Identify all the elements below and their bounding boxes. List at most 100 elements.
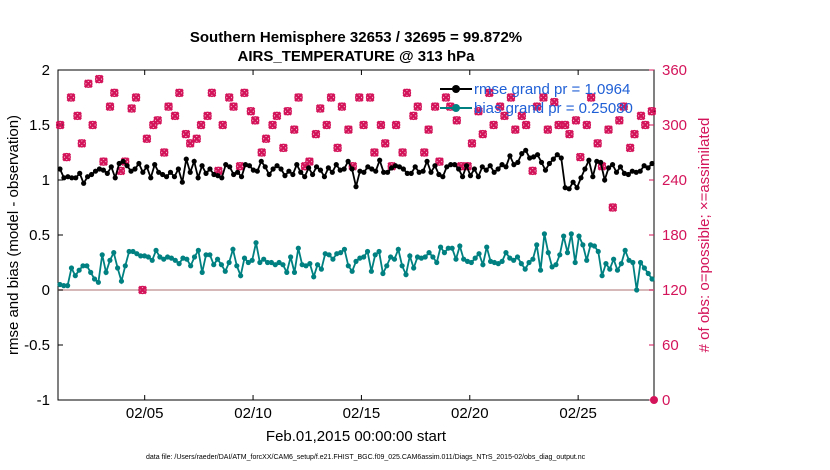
rmse-point (345, 158, 351, 164)
y-tick-label: -0.5 (24, 337, 50, 354)
rmse-point (77, 170, 83, 176)
obs-possible-point (391, 120, 401, 130)
rmse-point (357, 168, 363, 174)
obs-possible-point (99, 157, 108, 166)
obs-assimilated-point (257, 148, 267, 157)
rmse-point (440, 174, 446, 180)
obs-assimilated-point (528, 166, 538, 176)
rmse-point (381, 169, 387, 175)
obs-assimilated-point (647, 106, 657, 116)
obs-assimilated-point (517, 111, 527, 121)
bias-point (514, 254, 521, 260)
rmse-point (104, 170, 110, 176)
bias-point (403, 272, 409, 278)
bias-point (461, 256, 467, 262)
obs-assimilated-point (311, 129, 321, 139)
rmse-point (187, 169, 193, 175)
bias-point (288, 254, 294, 260)
bias-point (618, 261, 624, 267)
obs-assimilated-point (554, 120, 564, 130)
bias-point (330, 256, 336, 262)
rmse-point (223, 162, 229, 168)
rmse-point (384, 169, 391, 175)
bias-point (637, 259, 644, 266)
rmse-point (144, 164, 150, 170)
obs-assimilated-point (582, 120, 592, 130)
bias-point (188, 263, 194, 269)
rmse-point (456, 166, 462, 172)
rmse-point (432, 163, 438, 169)
bias-point (449, 245, 455, 251)
bias-point (218, 262, 225, 268)
bias-point (222, 268, 228, 274)
obs-assimilated-point (153, 116, 163, 125)
obs-assimilated-point (413, 102, 423, 112)
obs-possible-point (381, 139, 390, 148)
bias-point (95, 279, 101, 285)
obs-possible-point (615, 116, 624, 125)
obs-assimilated-point (510, 125, 520, 134)
obs-assimilated-point (181, 129, 191, 139)
rmse-point (491, 169, 497, 175)
obs-assimilated-point (105, 102, 115, 112)
rmse-point (219, 175, 225, 181)
obs-assimilated-point (636, 111, 646, 121)
rmse-point (238, 174, 245, 180)
obs-possible-point (355, 93, 364, 102)
bias-point (311, 274, 317, 280)
obs-possible-point (402, 88, 412, 98)
bias-point (457, 243, 463, 249)
obs-possible-point (586, 93, 596, 102)
rmse-point (467, 173, 474, 179)
obs-possible-point (294, 93, 303, 102)
rmse-point (602, 177, 608, 183)
x-tick-label: 02/05 (126, 405, 164, 422)
bias-point (603, 261, 609, 267)
bias-point (503, 250, 509, 256)
rmse-point (211, 171, 217, 178)
rmse-point (167, 169, 174, 175)
bias-point (611, 256, 617, 262)
bias-point (437, 244, 444, 250)
obs-possible-point (532, 102, 542, 111)
rmse-point (574, 185, 580, 191)
rmse-point (199, 163, 205, 169)
bias-point (153, 247, 159, 253)
obs-assimilated-point (608, 203, 618, 212)
rmse-point (361, 169, 367, 175)
bias-point (172, 257, 178, 263)
bias-point (80, 263, 86, 269)
bias-point (372, 252, 378, 258)
obs-assimilated-point (370, 148, 379, 157)
obs-assimilated-point (549, 97, 559, 107)
bias-point (184, 256, 190, 262)
rmse-point (377, 157, 383, 163)
obs-possible-point (326, 93, 336, 102)
bias-point (99, 252, 105, 258)
obs-possible-point (511, 125, 520, 134)
obs-possible-point (164, 102, 173, 111)
obs-possible-point (474, 107, 483, 116)
bias-point (65, 283, 71, 289)
obs-assimilated-point (640, 120, 650, 130)
bias-point (314, 262, 321, 268)
rmse-point (306, 165, 312, 171)
bias-point (484, 244, 490, 250)
obs-assimilated-point (272, 111, 282, 121)
bias-point (268, 259, 275, 266)
rmse-point (444, 164, 450, 170)
y-tick-label: 0.5 (29, 227, 50, 244)
obs-assimilated-point (380, 138, 390, 148)
bias-point (272, 262, 278, 268)
obs-assimilated-point (474, 106, 483, 116)
obs-possible-point (550, 97, 559, 107)
bias-point (284, 269, 290, 275)
bias-point (345, 263, 351, 269)
bias-point (641, 265, 647, 271)
rmse-point (570, 179, 576, 185)
obs-assimilated-point (532, 102, 542, 112)
obs-possible-point (506, 93, 516, 102)
bias-point (572, 259, 578, 266)
obs-assimilated-point (142, 134, 152, 144)
bias-point (557, 252, 563, 258)
